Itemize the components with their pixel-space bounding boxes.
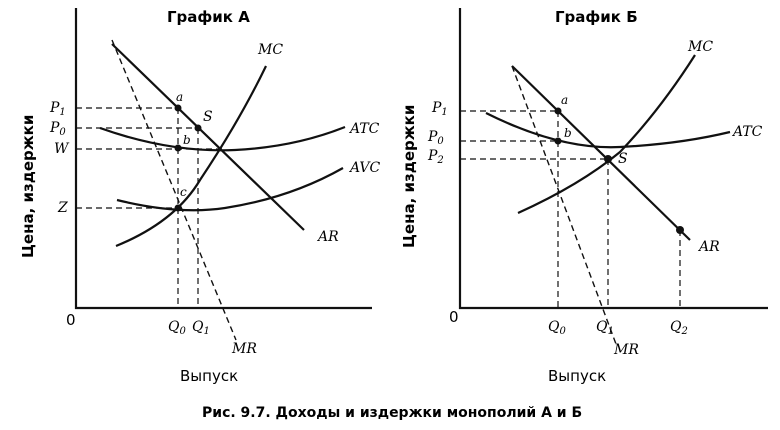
graph-a-point-c-label: c [180,185,187,199]
graph-b-origin: 0 [449,308,459,326]
graph-a-point-a-label: a [176,90,183,104]
graph-b-point-ar [676,226,684,234]
graph-b-point-s [604,155,612,163]
graph-a-x-axis-title: Выпуск [180,367,238,385]
graph-b-ar-label: AR [697,239,720,255]
graph-b-xtick-q2: Q2 [670,319,688,337]
graph-b-point-a-label: a [561,93,568,107]
graph-b-mr-label: MR [613,342,639,358]
graph-a-mr-curve [111,39,237,341]
graph-b-x-axis-title: Выпуск [548,367,606,385]
graph-b-xtick-q1: Q1 [596,319,614,337]
graph-a-point-s [194,124,202,132]
graph-b-ytick-p2: P2 [427,148,444,166]
graph-a-point-c [174,204,182,212]
graph-a: График А 0 Цена, издержки Выпуск a S b c… [19,8,381,385]
graph-b-atc-curve [485,112,731,149]
graph-a-ytick-z: Z [57,200,68,216]
graph-a-mr-label: MR [231,341,257,357]
graph-a-atc-curve [99,125,346,152]
graph-a-ytick-p0: P0 [49,120,66,138]
graph-b-point-b-label: b [564,126,572,140]
graph-b-atc-label: ATC [731,124,763,140]
graph-a-point-a [174,104,182,112]
graph-a-origin: 0 [66,311,76,329]
graph-a-point-s-label: S [203,109,213,125]
graph-a-point-b-label: b [183,133,191,147]
graph-b-ar-curve [511,65,691,241]
graph-b: График Б 0 Цена, издержки Выпуск a b S M… [400,8,768,385]
graph-a-mc-label: MC [257,42,283,58]
graph-b-title: График Б [555,8,638,26]
graph-a-ar-curve [111,43,305,231]
graph-b-point-a [554,107,562,115]
graph-a-ytick-p1: P1 [49,100,66,118]
graph-a-avc-label: AVC [348,160,381,176]
graph-b-mc-label: MC [687,39,713,55]
graph-b-mc-curve [517,54,696,215]
graph-a-atc-label: ATC [348,121,380,137]
graph-b-mr-curve [511,65,617,345]
graph-a-avc-curve [116,167,344,212]
graph-a-xtick-q0: Q0 [168,319,186,337]
graph-a-point-b [174,144,182,152]
graph-a-title: График А [167,8,250,26]
graph-b-point-b [554,137,562,145]
graph-a-ytick-w: W [54,141,70,157]
graph-b-point-s-label: S [618,151,628,167]
graph-b-axes [458,8,768,310]
graph-b-ytick-p1: P1 [431,100,448,118]
graph-b-y-axis-title: Цена, издержки [400,105,418,248]
graph-a-ar-label: AR [316,229,339,245]
graph-a-y-axis-title: Цена, издержки [19,115,37,258]
figure-caption: Рис. 9.7. Доходы и издержки монополий А … [202,405,582,421]
graph-a-xtick-q1: Q1 [192,319,210,337]
graph-a-mc-curve [115,65,267,248]
graph-b-ytick-p0: P0 [427,129,444,147]
graph-b-xtick-q0: Q0 [548,319,566,337]
